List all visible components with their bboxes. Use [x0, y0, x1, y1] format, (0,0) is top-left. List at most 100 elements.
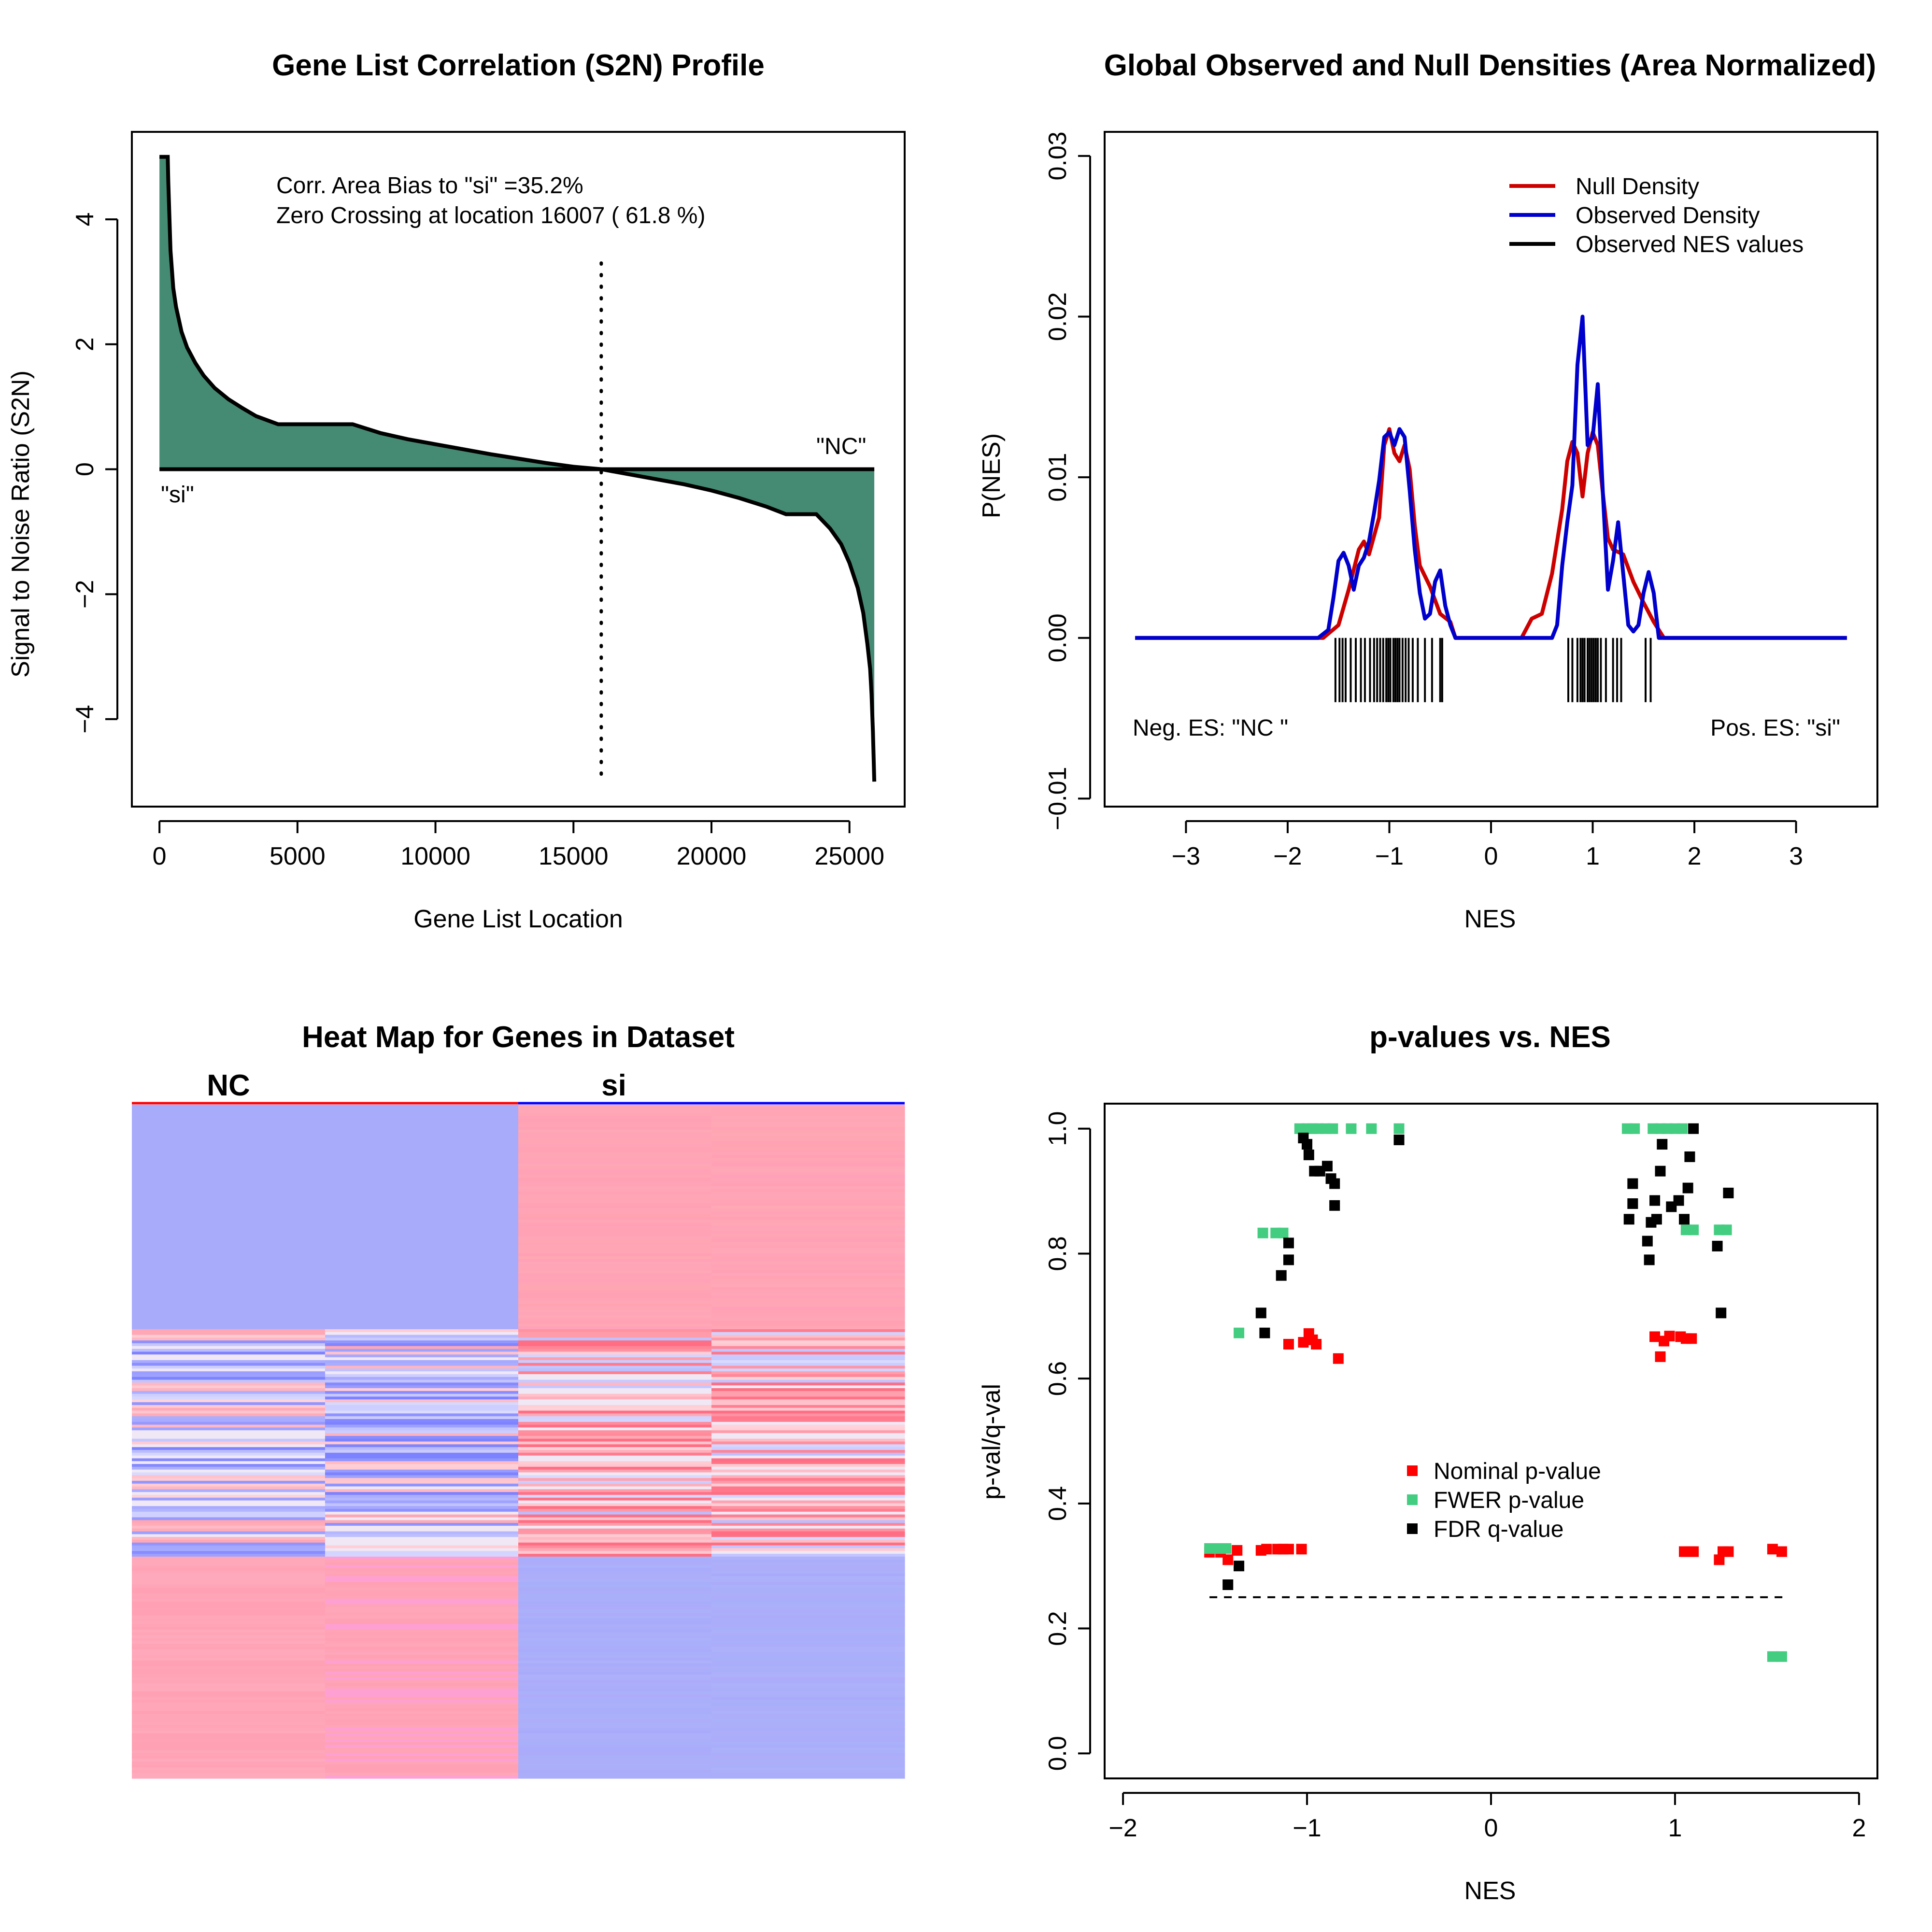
heatmap-cell — [518, 1582, 712, 1585]
heatmap-cell — [518, 1466, 712, 1470]
heatmap-cell — [711, 1534, 905, 1537]
heatmap-cell — [711, 1568, 905, 1571]
heatmap-cell — [518, 1573, 712, 1577]
heatmap-cell — [325, 1110, 519, 1114]
heatmap-cell — [711, 1764, 905, 1768]
heatmap-cell — [325, 1627, 519, 1630]
heatmap-cell — [518, 1776, 712, 1779]
heatmap-cell — [518, 1273, 712, 1277]
heatmap-cell — [711, 1169, 905, 1173]
heatmap-cell — [711, 1203, 905, 1206]
heatmap-cell — [518, 1641, 712, 1644]
s2n-x-tick-label: 10000 — [400, 842, 470, 870]
heatmap-cell — [711, 1582, 905, 1585]
heatmap-cell — [711, 1703, 905, 1706]
heatmap-cell — [711, 1672, 905, 1675]
heatmap-cell — [711, 1711, 905, 1714]
heatmap-cell — [711, 1689, 905, 1692]
heatmap-cell — [518, 1435, 712, 1439]
density-legend-label: Null Density — [1576, 174, 1699, 199]
heatmap-cell — [325, 1427, 519, 1431]
heatmap-cell — [325, 1161, 519, 1164]
heatmap-cell — [132, 1301, 326, 1305]
heatmap-cell — [325, 1646, 519, 1650]
heatmap-cell — [132, 1259, 326, 1263]
heatmap-cell — [325, 1590, 519, 1593]
heatmap-cell — [711, 1717, 905, 1720]
heatmap-cell — [132, 1183, 326, 1187]
s2n-x-tick-label: 0 — [153, 842, 167, 870]
heatmap-cell — [325, 1762, 519, 1765]
heatmap-cell — [711, 1739, 905, 1743]
heatmap-cell — [518, 1340, 712, 1344]
s2n-y-axis-label: Signal to Noise Ratio (S2N) — [7, 370, 35, 678]
heatmap-cell — [132, 1152, 326, 1156]
heatmap-cell — [325, 1480, 519, 1484]
heatmap-cell — [711, 1447, 905, 1450]
heatmap-cell — [518, 1613, 712, 1616]
heatmap-cell — [711, 1256, 905, 1260]
heatmap-cell — [132, 1677, 326, 1681]
heatmap-cell — [132, 1250, 326, 1254]
heatmap-cell — [132, 1773, 326, 1776]
heatmap-cell — [711, 1514, 905, 1518]
heatmap-cell — [518, 1717, 712, 1720]
fdr-q-point — [1302, 1139, 1313, 1150]
heatmap-cell — [325, 1697, 519, 1700]
heatmap-cell — [518, 1399, 712, 1403]
heatmap-cell — [325, 1264, 519, 1268]
heatmap-cell — [711, 1335, 905, 1338]
heatmap-cell — [325, 1287, 519, 1291]
heatmap-cell — [132, 1520, 326, 1523]
heatmap-cell — [711, 1750, 905, 1754]
heatmap-cell — [132, 1759, 326, 1762]
heatmap-cell — [132, 1147, 326, 1150]
heatmap-cell — [132, 1610, 326, 1613]
heatmap-cell — [518, 1385, 712, 1389]
heatmap-cell — [711, 1618, 905, 1622]
heatmap-cell — [711, 1663, 905, 1667]
heatmap-cell — [711, 1714, 905, 1717]
heatmap-cell — [325, 1433, 519, 1436]
heatmap-cell — [518, 1514, 712, 1518]
heatmap-cell — [132, 1539, 326, 1543]
heatmap-cell — [132, 1573, 326, 1577]
density-x-tick-label: 0 — [1484, 842, 1498, 870]
heatmap-cell — [711, 1705, 905, 1709]
heatmap-cell — [132, 1739, 326, 1743]
heatmap-cell — [518, 1517, 712, 1520]
heatmap-cell — [711, 1613, 905, 1616]
fdr-q-point — [1329, 1178, 1340, 1189]
heatmap-cell — [518, 1133, 712, 1136]
heatmap-cell — [325, 1559, 519, 1563]
heatmap-cell — [325, 1183, 519, 1187]
heatmap-cell — [711, 1472, 905, 1476]
heatmap-cell — [518, 1164, 712, 1167]
heatmap-cell — [132, 1396, 326, 1400]
heatmap-cell — [711, 1776, 905, 1779]
heatmap-cell — [325, 1604, 519, 1608]
heatmap-cell — [711, 1124, 905, 1128]
heatmap-cell — [518, 1236, 712, 1240]
heatmap-cell — [518, 1363, 712, 1366]
heatmap-cell — [711, 1130, 905, 1133]
heatmap-cell — [518, 1714, 712, 1717]
heatmap-cell — [325, 1570, 519, 1574]
heatmap-cell — [325, 1663, 519, 1667]
heatmap-cell — [325, 1245, 519, 1249]
s2n-y-tick-label: 2 — [71, 337, 99, 351]
pvalues-legend-label: FWER p-value — [1434, 1488, 1584, 1513]
heatmap-cell — [518, 1486, 712, 1490]
heatmap-cell — [325, 1731, 519, 1734]
heatmap-cell — [711, 1290, 905, 1293]
heatmap-cell — [518, 1217, 712, 1220]
heatmap-cell — [325, 1407, 519, 1411]
heatmap-cell — [132, 1680, 326, 1683]
heatmap-cell — [325, 1447, 519, 1450]
heatmap-cell — [711, 1127, 905, 1130]
fwer-p-point — [1366, 1123, 1377, 1134]
heatmap-cell — [711, 1697, 905, 1700]
heatmap-cell — [132, 1711, 326, 1714]
heatmap-cell — [711, 1248, 905, 1251]
heatmap-cell — [711, 1708, 905, 1712]
